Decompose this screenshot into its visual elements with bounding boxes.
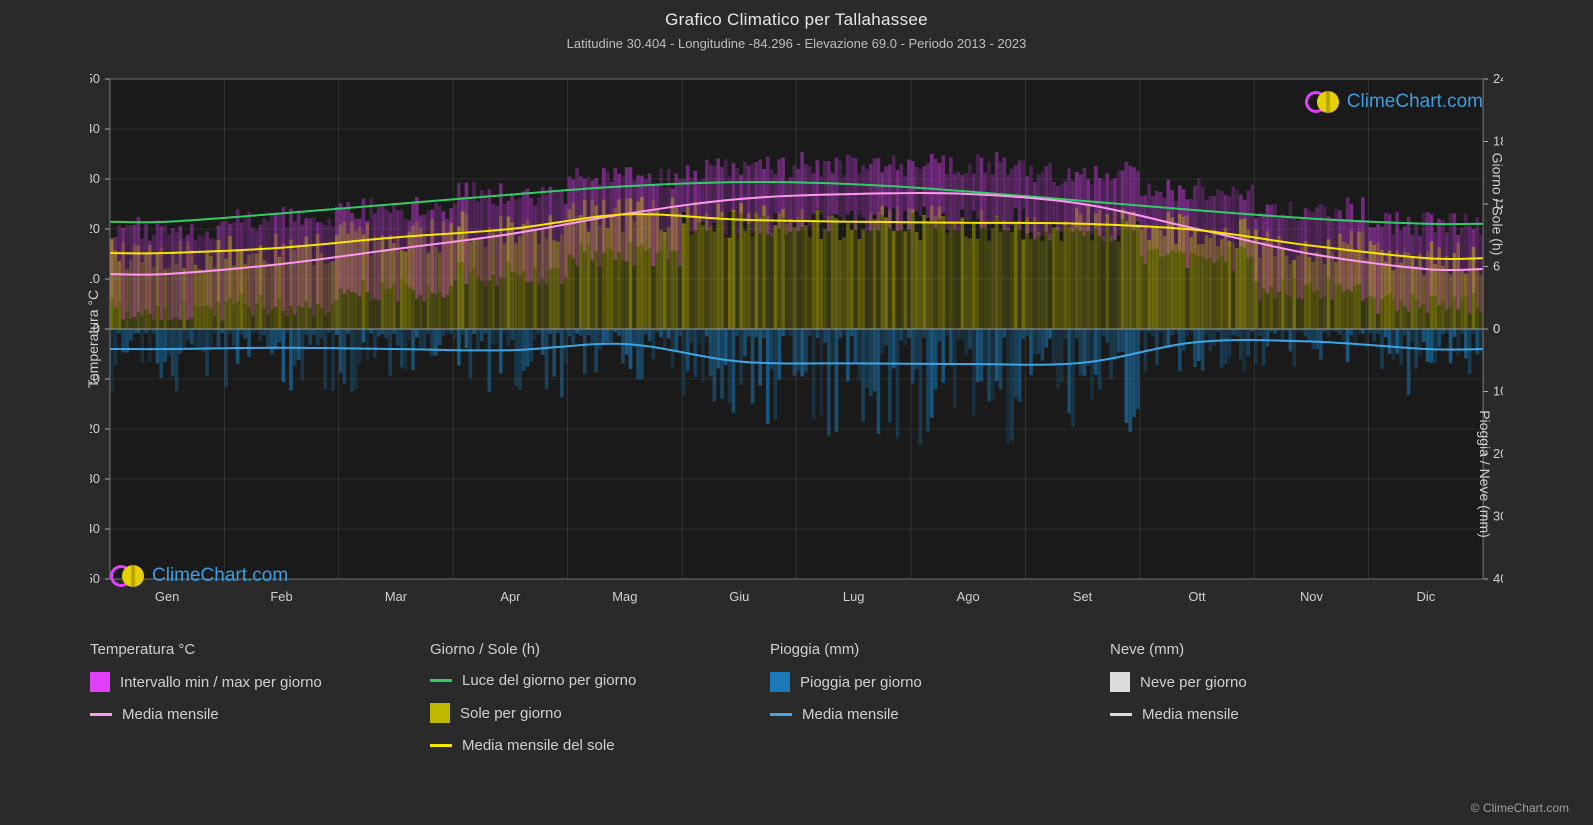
svg-text:Gen: Gen [155,589,179,604]
svg-text:Feb: Feb [270,589,292,604]
svg-text:Ott: Ott [1188,589,1206,604]
legend-col-rain: Pioggia (mm) Pioggia per giorno Media men… [770,641,1050,754]
svg-text:Lug: Lug [843,589,865,604]
legend-item: Neve per giorno [1110,672,1390,692]
svg-text:24: 24 [1493,71,1503,86]
legend-label: Pioggia per giorno [800,674,922,691]
legend-header: Temperatura °C [90,641,370,658]
legend-label: Media mensile [1142,706,1239,723]
svg-text:10: 10 [1493,383,1503,398]
legend-swatch [430,679,452,682]
legend-swatch [1110,713,1132,716]
logo-icon [110,565,144,587]
svg-text:Mag: Mag [612,589,637,604]
legend-item: Media mensile [1110,706,1390,723]
svg-text:-20: -20 [90,421,100,436]
svg-text:Nov: Nov [1300,589,1324,604]
legend-label: Media mensile [122,706,219,723]
legend-swatch [770,713,792,716]
watermark-text: ClimeChart.com [1347,91,1483,113]
watermark-bottom: ClimeChart.com [110,565,288,587]
legend-swatch [90,672,110,692]
legend-item: Media mensile [770,706,1050,723]
svg-text:Mar: Mar [385,589,408,604]
legend-item: Luce del giorno per giorno [430,672,710,689]
svg-text:30: 30 [1493,508,1503,523]
legend-label: Media mensile del sole [462,737,615,754]
svg-text:10: 10 [90,271,100,286]
chart-subtitle: Latitudine 30.404 - Longitudine -84.296 … [30,36,1563,51]
y-axis-right-top-label: Giorno / Sole (h) [1490,153,1506,256]
legend-item: Media mensile [90,706,370,723]
legend-item: Pioggia per giorno [770,672,1050,692]
plot-svg: 50403020100-10-20-30-40-5024181260010203… [90,69,1503,609]
legend-col-daylight: Giorno / Sole (h) Luce del giorno per gi… [430,641,710,754]
svg-text:-50: -50 [90,571,100,586]
svg-text:-30: -30 [90,471,100,486]
watermark-top: ClimeChart.com [1305,91,1483,113]
svg-text:Apr: Apr [500,589,521,604]
chart-title: Grafico Climatico per Tallahassee [30,10,1563,30]
svg-text:50: 50 [90,71,100,86]
legend-col-temperature: Temperatura °C Intervallo min / max per … [90,641,370,754]
watermark-text: ClimeChart.com [152,565,288,587]
svg-text:40: 40 [90,121,100,136]
legend-header: Pioggia (mm) [770,641,1050,658]
svg-text:Dic: Dic [1417,589,1436,604]
legend-swatch [430,744,452,747]
svg-text:20: 20 [90,221,100,236]
svg-text:6: 6 [1493,258,1500,273]
legend-label: Sole per giorno [460,705,562,722]
svg-text:18: 18 [1493,133,1503,148]
legend-label: Luce del giorno per giorno [462,672,636,689]
legend-item: Sole per giorno [430,703,710,723]
y-axis-left-label: Temperatura °C [85,290,101,388]
climate-chart-container: Grafico Climatico per Tallahassee Latitu… [0,0,1593,825]
footer-credit: © ClimeChart.com [1471,801,1569,815]
legend-label: Neve per giorno [1140,674,1247,691]
legend-block: Temperatura °C Intervallo min / max per … [90,641,1503,754]
svg-text:30: 30 [90,171,100,186]
legend-item: Media mensile del sole [430,737,710,754]
svg-text:Ago: Ago [957,589,980,604]
svg-text:Set: Set [1073,589,1093,604]
legend-swatch [430,703,450,723]
svg-text:0: 0 [1493,321,1500,336]
svg-text:Giu: Giu [729,589,749,604]
legend-label: Intervallo min / max per giorno [120,674,322,691]
legend-col-snow: Neve (mm) Neve per giorno Media mensile [1110,641,1390,754]
legend-label: Media mensile [802,706,899,723]
svg-text:20: 20 [1493,446,1503,461]
plot-area: Temperatura °C Giorno / Sole (h) Pioggia… [90,69,1503,609]
legend-header: Giorno / Sole (h) [430,641,710,658]
y-axis-right-bottom-label: Pioggia / Neve (mm) [1477,410,1493,538]
svg-text:-40: -40 [90,521,100,536]
legend-item: Intervallo min / max per giorno [90,672,370,692]
legend-swatch [90,713,112,716]
title-block: Grafico Climatico per Tallahassee Latitu… [30,10,1563,51]
legend-swatch [1110,672,1130,692]
logo-icon [1305,91,1339,113]
legend-header: Neve (mm) [1110,641,1390,658]
legend-swatch [770,672,790,692]
svg-text:40: 40 [1493,571,1503,586]
